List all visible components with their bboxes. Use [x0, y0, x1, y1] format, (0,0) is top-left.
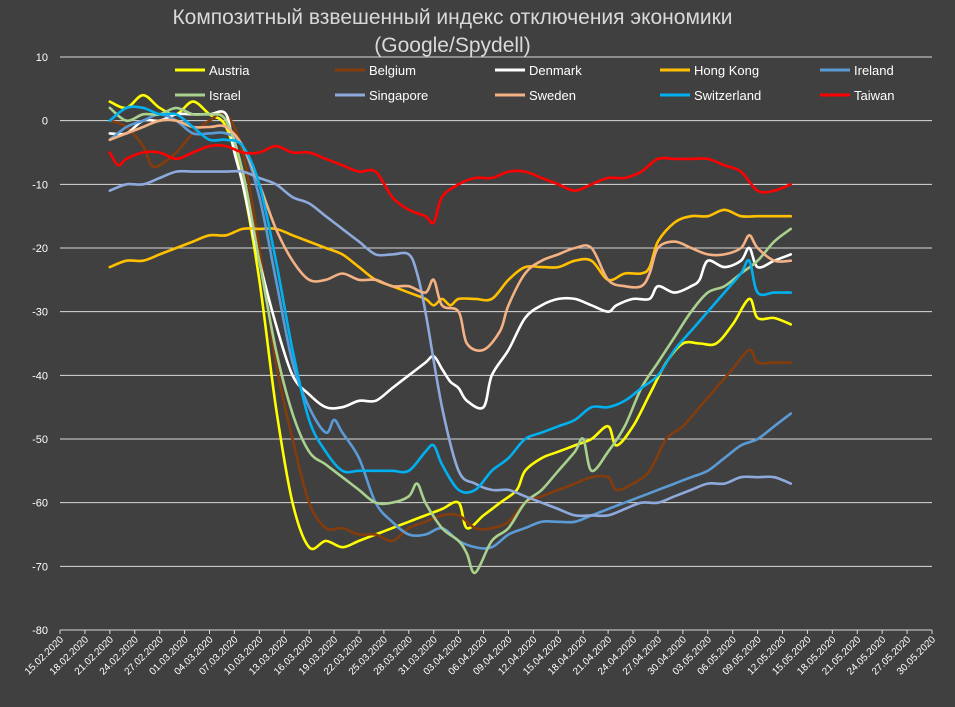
legend-label-sweden: Sweden [529, 88, 576, 103]
chart-title-line-1: Композитный взвешенный индекс отключения… [172, 6, 733, 29]
legend-label-taiwan: Taiwan [854, 88, 894, 103]
series-lines [108, 93, 793, 575]
series-line-taiwan [108, 144, 793, 225]
series-line-hong-kong [108, 208, 793, 307]
chart-title-line-2: (Google/Spydell) [374, 34, 531, 57]
legend-label-austria: Austria [209, 63, 250, 78]
y-tick-label: -80 [32, 625, 48, 637]
series-line-israel [108, 106, 793, 575]
legend-label-singapore: Singapore [369, 88, 428, 103]
x-axis-ticks: 15.02.202018.02.202021.02.202024.02.2020… [23, 630, 938, 678]
series-line-denmark [108, 110, 793, 410]
y-tick-label: 0 [42, 116, 48, 128]
chart-title: Композитный взвешенный индекс отключения… [0, 4, 905, 60]
y-tick-label: -10 [32, 179, 48, 191]
legend: Austria Belgium Denmark Hong Kong Ireland Isr… [175, 63, 894, 103]
y-tick-label: -50 [32, 434, 48, 446]
legend-label-israel: Israel [209, 88, 241, 103]
y-tick-label: -30 [32, 307, 48, 319]
legend-label-denmark: Denmark [529, 63, 582, 78]
legend-label-switzerland: Switzerland [694, 88, 761, 103]
series-line-sweden [108, 118, 793, 352]
series-line-ireland [108, 113, 793, 550]
y-tick-label: -70 [32, 561, 48, 573]
series-line-singapore [108, 169, 793, 518]
y-tick-label: -40 [32, 370, 48, 382]
gridlines [60, 56, 932, 631]
legend-label-ireland: Ireland [854, 63, 894, 78]
series-line-switzerland [108, 105, 793, 495]
y-axis-ticks: 10 0 -10 -20 -30 -40 -50 -60 -70 -80 [32, 52, 48, 637]
y-tick-label: -60 [32, 498, 48, 510]
legend-label-hong-kong: Hong Kong [694, 63, 759, 78]
y-tick-label: 10 [36, 52, 48, 64]
legend-label-belgium: Belgium [369, 63, 416, 78]
series-line-belgium [108, 111, 793, 543]
y-tick-label: -20 [32, 243, 48, 255]
